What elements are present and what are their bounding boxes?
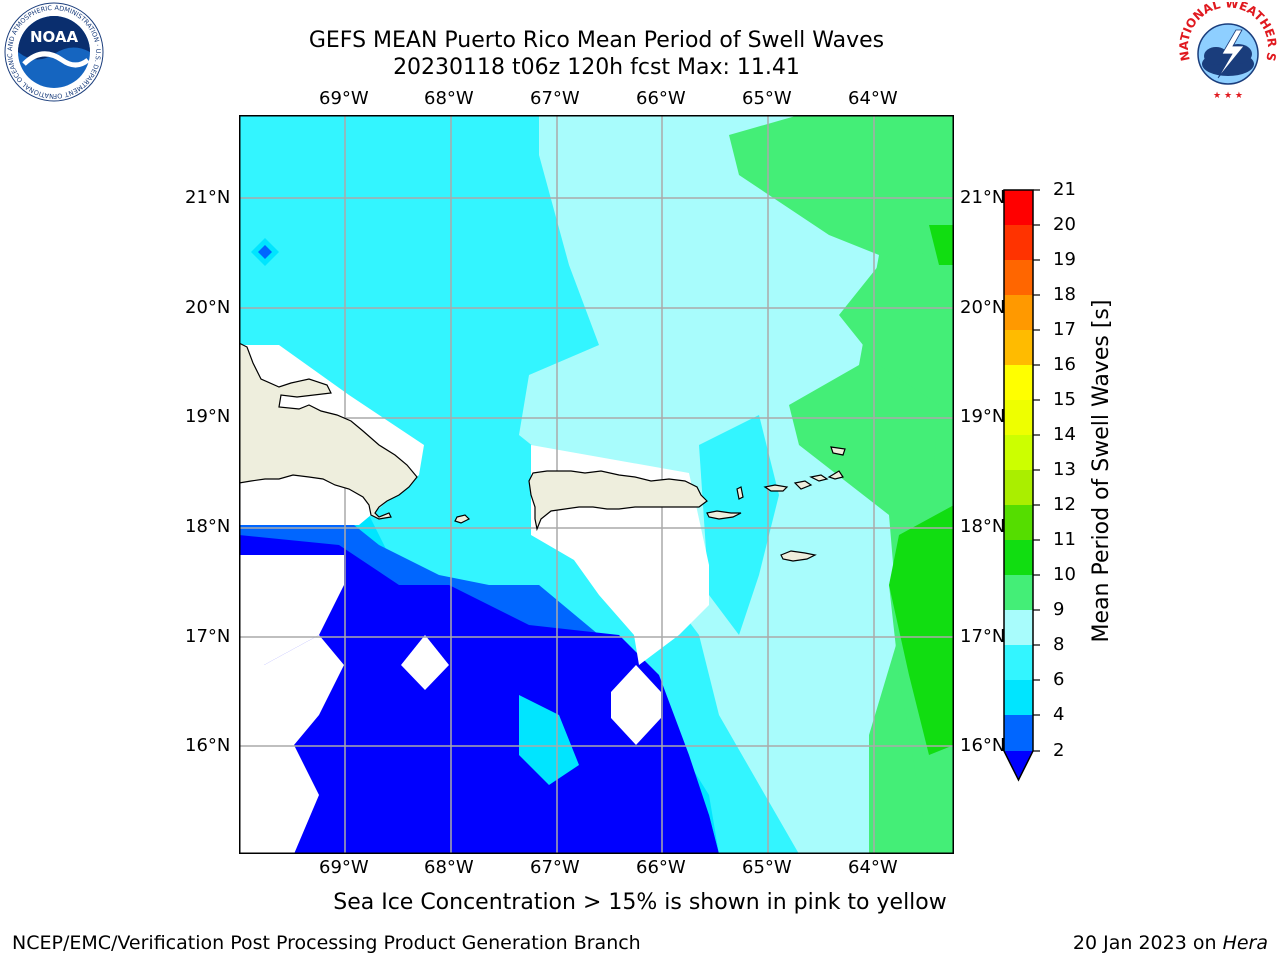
lat-label-left: 17°N <box>185 626 231 647</box>
colorbar-tick-label: 10 <box>1053 564 1076 585</box>
no-data-southwest <box>239 635 344 745</box>
lon-label-top: 64°W <box>848 88 898 109</box>
lat-label-right: 18°N <box>960 516 1006 537</box>
lon-label-bottom: 69°W <box>319 857 369 878</box>
field-10-11 <box>889 505 954 755</box>
map-title: GEFS MEAN Puerto Rico Mean Period of Swe… <box>308 28 885 53</box>
no-data-southwest-2 <box>239 745 319 854</box>
colorbar-tick-label: 2 <box>1053 740 1065 761</box>
colorbar-bin-17-18 <box>1004 295 1033 330</box>
land-puerto-rico <box>528 470 708 532</box>
land-virgin-gorda <box>827 470 844 480</box>
colorbar-bin-20-21 <box>1004 190 1033 225</box>
colorbar-bin-16-17 <box>1004 330 1033 365</box>
land-vieques <box>706 510 742 520</box>
colorbar-tick-label: 17 <box>1053 319 1076 340</box>
field-below-2 <box>239 535 719 854</box>
lat-label-left: 16°N <box>185 735 231 756</box>
colorbar-tick-label: 18 <box>1053 284 1076 305</box>
land-hispaniola <box>239 342 418 520</box>
land-st-thomas <box>763 484 789 492</box>
lat-label-left: 18°N <box>185 516 231 537</box>
lat-label-left: 19°N <box>185 406 231 427</box>
land-anegada <box>830 446 846 456</box>
field-2-4-dot <box>258 245 272 259</box>
footer-host: Hera <box>1222 932 1268 954</box>
no-data-patch-2 <box>611 665 661 745</box>
footer-date: 20 Jan 2023 on Hera <box>1073 932 1268 954</box>
lat-label-right: 20°N <box>960 297 1006 318</box>
colorbar-tick-label: 21 <box>1053 179 1076 200</box>
lon-label-bottom: 67°W <box>530 857 580 878</box>
map-plot <box>239 115 954 854</box>
sea-ice-note: Sea Ice Concentration > 15% is shown in … <box>333 890 947 915</box>
footer-date-text: 20 Jan 2023 on <box>1072 932 1223 954</box>
land-culebra <box>736 486 744 500</box>
colorbar-bin-15-16 <box>1004 365 1033 400</box>
colorbar-bin-18-19 <box>1004 260 1033 295</box>
colorbar-bin-4-6 <box>1004 680 1033 715</box>
lon-label-bottom: 68°W <box>424 857 474 878</box>
colorbar-bin-11-12 <box>1004 505 1033 540</box>
colorbar-tick-label: 20 <box>1053 214 1076 235</box>
colorbar-tick-label: 12 <box>1053 494 1076 515</box>
footer-branch: NCEP/EMC/Verification Post Processing Pr… <box>12 932 641 954</box>
colorbar-tick-label: 15 <box>1053 389 1076 410</box>
colorbar-bin-19-20 <box>1004 225 1033 260</box>
colorbar-bin-10-11 <box>1004 540 1033 575</box>
lat-label-right: 16°N <box>960 735 1006 756</box>
lon-label-top: 66°W <box>636 88 686 109</box>
colorbar-bin-8-9 <box>1004 610 1033 645</box>
land-tortola <box>809 474 829 482</box>
coastlines <box>239 342 846 562</box>
colorbar-tick-label: 13 <box>1053 459 1076 480</box>
land-st-john <box>793 480 813 490</box>
field-10-11-north <box>929 225 954 265</box>
field-4-6-south <box>519 695 579 785</box>
colorbar-tick-label: 6 <box>1053 669 1065 690</box>
colorbar-bin-14-15 <box>1004 400 1033 435</box>
lat-label-right: 21°N <box>960 187 1006 208</box>
colorbar-frame <box>1003 189 1034 782</box>
colorbar-title-wrap: Mean Period of Swell Waves [s] <box>1089 300 1114 643</box>
lat-label-right: 19°N <box>960 406 1006 427</box>
colorbar-tick-label: 11 <box>1053 529 1076 550</box>
colorbar-bin-13-14 <box>1004 435 1033 470</box>
lon-label-bottom: 66°W <box>636 857 686 878</box>
lon-label-top: 69°W <box>319 88 369 109</box>
noaa-logo-text: NOAA <box>30 28 79 46</box>
lat-label-right: 17°N <box>960 626 1006 647</box>
colorbar-tick-label: 8 <box>1053 634 1065 655</box>
colorbar <box>1003 189 1040 782</box>
lon-label-bottom: 65°W <box>742 857 792 878</box>
colorbar-bin-6-8 <box>1004 645 1033 680</box>
colorbar-bin-9-10 <box>1004 575 1033 610</box>
no-data-patch <box>401 635 449 690</box>
nws-logo: NATIONAL WEATHER SERVICE ★ ★ ★ <box>1178 2 1278 101</box>
svg-text:★ ★ ★: ★ ★ ★ <box>1213 91 1243 101</box>
colorbar-extend-arrow <box>1004 751 1033 780</box>
lon-label-top: 67°W <box>530 88 580 109</box>
colorbar-tick-label: 14 <box>1053 424 1076 445</box>
map-subtitle: 20230118 t06z 120h fcst Max: 11.41 <box>393 55 800 80</box>
lon-label-bottom: 64°W <box>848 857 898 878</box>
colorbar-bin-2-4 <box>1004 715 1033 751</box>
lat-label-left: 20°N <box>185 297 231 318</box>
colorbar-tick-label: 16 <box>1053 354 1076 375</box>
field-6-8-inner <box>699 415 779 635</box>
noaa-logo: NATIONAL OCEANIC AND ATMOSPHERIC ADMINIS… <box>2 2 104 102</box>
lon-label-top: 65°W <box>742 88 792 109</box>
colorbar-ticks <box>1033 189 1040 752</box>
colorbar-title: Mean Period of Swell Waves [s] <box>1089 300 1114 643</box>
map-frame <box>239 115 954 854</box>
land-st-croix <box>780 550 817 562</box>
lat-label-left: 21°N <box>185 187 231 208</box>
colorbar-bin-12-13 <box>1004 470 1033 505</box>
colorbar-tick-label: 4 <box>1053 704 1065 725</box>
colorbar-tick-label: 9 <box>1053 599 1065 620</box>
land-mona <box>454 514 471 524</box>
colorbar-tick-label: 19 <box>1053 249 1076 270</box>
lon-label-top: 68°W <box>424 88 474 109</box>
